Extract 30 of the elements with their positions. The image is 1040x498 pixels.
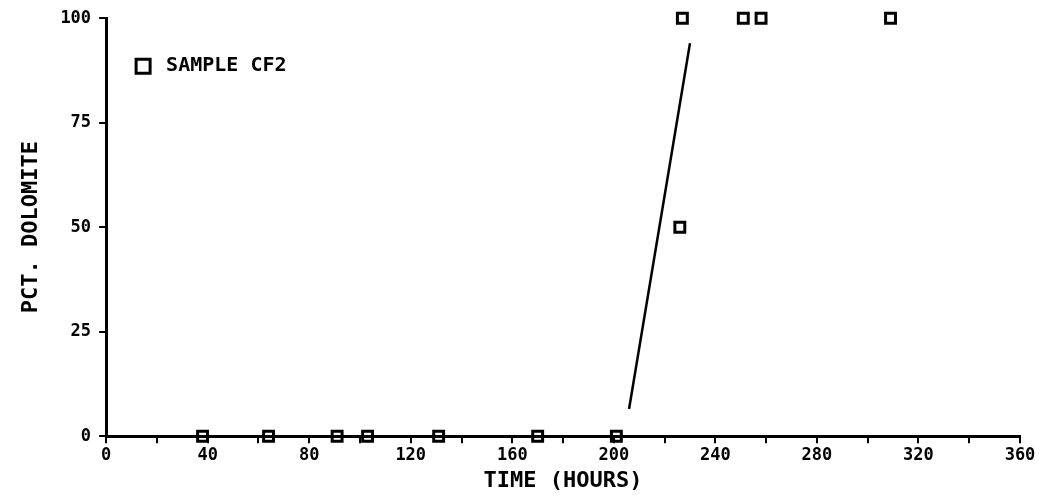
point	[531, 429, 545, 443]
point	[361, 429, 375, 443]
point	[330, 429, 344, 443]
point	[609, 429, 623, 443]
y-tick-label: 25	[70, 320, 92, 341]
x-axis-title: TIME (HOURS)	[483, 466, 643, 492]
point	[432, 429, 446, 443]
x-tick-label: 200	[598, 443, 630, 464]
y-tick-label: 0	[80, 424, 92, 445]
x-tick-label: 120	[395, 443, 427, 464]
point	[754, 11, 768, 25]
point	[675, 11, 689, 25]
x-tick-label: 360	[1004, 443, 1036, 464]
x-tick-label: 160	[496, 443, 528, 464]
point	[196, 429, 210, 443]
point	[736, 11, 750, 25]
y-tick-label: 75	[70, 111, 92, 132]
point	[673, 220, 687, 234]
x-tick-label: 280	[801, 443, 833, 464]
point	[884, 11, 897, 25]
x-tick-label: 320	[903, 443, 934, 464]
legend-label: SAMPLE CF2	[166, 52, 287, 77]
point	[262, 429, 276, 443]
y-axis-title: PCT. DOLOMITE	[16, 141, 42, 314]
y-tick-label: 50	[70, 215, 92, 236]
y-tick-label: 100	[60, 6, 92, 27]
x-tick-label: 240	[700, 443, 731, 464]
x-tick-label: 40	[197, 443, 218, 464]
x-tick-label: 0	[100, 443, 112, 464]
x-tick-label: 80	[298, 443, 320, 464]
